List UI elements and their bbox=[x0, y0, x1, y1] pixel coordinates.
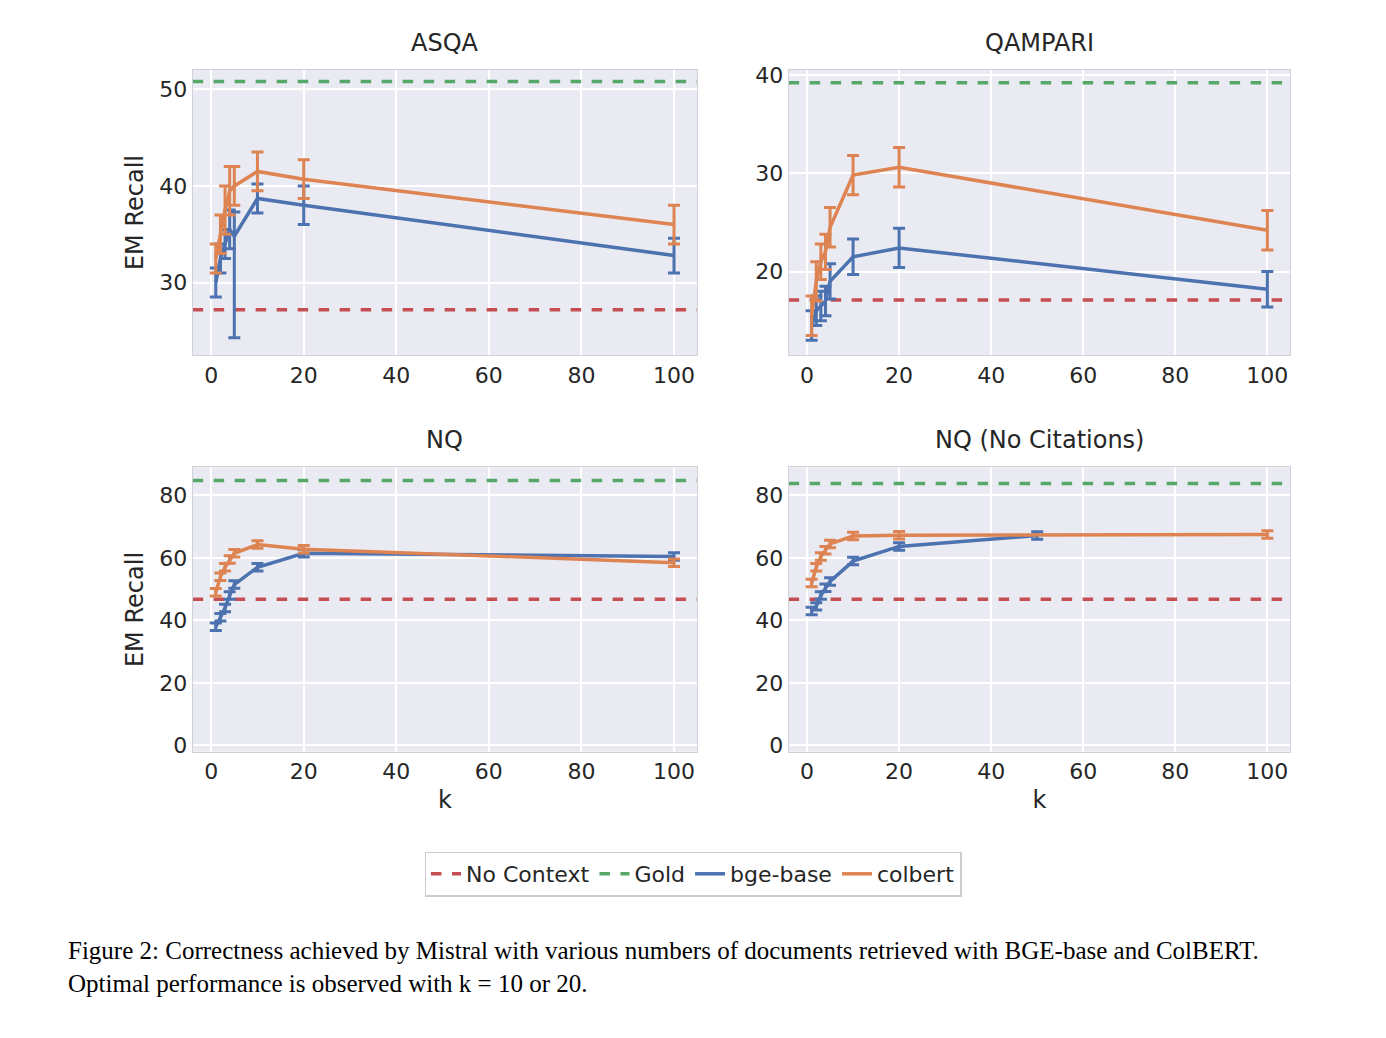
svg-text:60: 60 bbox=[1069, 363, 1097, 388]
svg-text:60: 60 bbox=[1069, 759, 1097, 784]
svg-text:Gold: Gold bbox=[634, 862, 685, 887]
svg-text:80: 80 bbox=[755, 483, 783, 508]
svg-text:0: 0 bbox=[800, 759, 814, 784]
svg-text:20: 20 bbox=[755, 259, 783, 284]
svg-text:100: 100 bbox=[653, 363, 695, 388]
svg-text:bge-base: bge-base bbox=[730, 862, 832, 887]
svg-text:40: 40 bbox=[159, 608, 187, 633]
svg-text:40: 40 bbox=[755, 608, 783, 633]
svg-text:60: 60 bbox=[475, 363, 503, 388]
svg-text:60: 60 bbox=[475, 759, 503, 784]
svg-text:40: 40 bbox=[977, 363, 1005, 388]
svg-text:60: 60 bbox=[755, 546, 783, 571]
svg-text:50: 50 bbox=[159, 77, 187, 102]
svg-text:No Context: No Context bbox=[466, 862, 589, 887]
svg-text:20: 20 bbox=[755, 671, 783, 696]
svg-text:EM Recall: EM Recall bbox=[121, 552, 149, 667]
svg-text:0: 0 bbox=[769, 733, 783, 758]
svg-text:40: 40 bbox=[382, 759, 410, 784]
html-text:Figure 2: Correctness achieved: Figure 2: Correctness achieved by Mistra… bbox=[68, 937, 1259, 997]
svg-text:EM Recall: EM Recall bbox=[121, 155, 149, 270]
svg-text:k: k bbox=[438, 786, 452, 814]
svg-text:0: 0 bbox=[173, 733, 187, 758]
svg-text:80: 80 bbox=[567, 363, 595, 388]
svg-text:40: 40 bbox=[159, 174, 187, 199]
svg-text:40: 40 bbox=[382, 363, 410, 388]
svg-text:NQ: NQ bbox=[426, 426, 463, 454]
svg-text:100: 100 bbox=[653, 759, 695, 784]
svg-text:20: 20 bbox=[290, 363, 318, 388]
svg-text:40: 40 bbox=[755, 63, 783, 88]
svg-text:60: 60 bbox=[159, 546, 187, 571]
svg-text:0: 0 bbox=[204, 363, 218, 388]
svg-text:0: 0 bbox=[204, 759, 218, 784]
svg-text:30: 30 bbox=[755, 161, 783, 186]
svg-text:k: k bbox=[1033, 786, 1047, 814]
svg-text:80: 80 bbox=[1161, 363, 1189, 388]
svg-text:80: 80 bbox=[567, 759, 595, 784]
svg-text:0: 0 bbox=[800, 363, 814, 388]
svg-text:40: 40 bbox=[977, 759, 1005, 784]
svg-text:20: 20 bbox=[885, 759, 913, 784]
svg-text:20: 20 bbox=[159, 671, 187, 696]
svg-text:colbert: colbert bbox=[877, 862, 954, 887]
svg-text:100: 100 bbox=[1246, 363, 1288, 388]
svg-text:QAMPARI: QAMPARI bbox=[985, 29, 1094, 57]
svg-text:20: 20 bbox=[885, 363, 913, 388]
svg-text:100: 100 bbox=[1246, 759, 1288, 784]
svg-text:ASQA: ASQA bbox=[411, 29, 479, 57]
svg-text:30: 30 bbox=[159, 270, 187, 295]
svg-text:80: 80 bbox=[159, 483, 187, 508]
svg-text:20: 20 bbox=[290, 759, 318, 784]
svg-text:NQ (No Citations): NQ (No Citations) bbox=[935, 426, 1144, 454]
svg-text:80: 80 bbox=[1161, 759, 1189, 784]
